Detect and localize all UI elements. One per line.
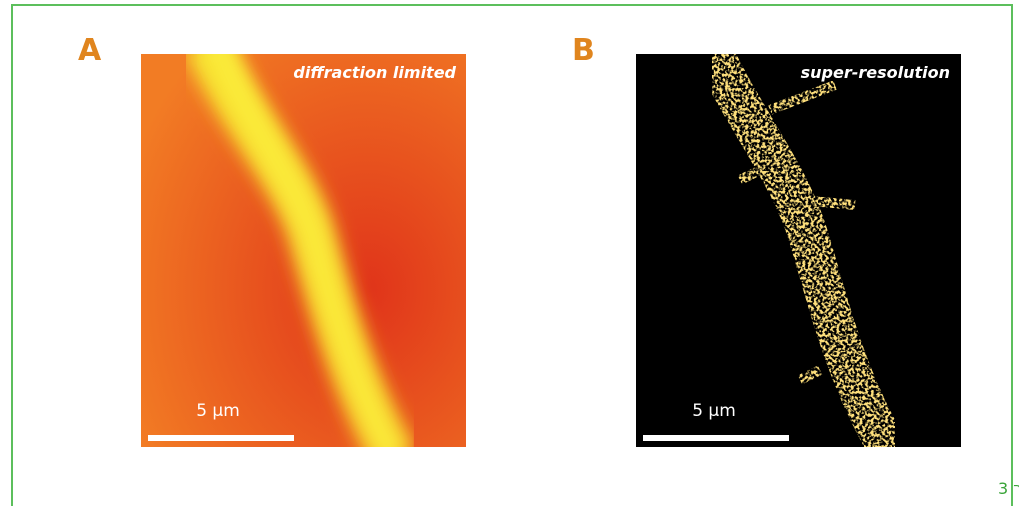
panel-label: diffraction limited [293,63,456,82]
microscopy-image [141,40,466,460]
panel-label: super-resolution [801,63,950,82]
scale-bar [148,435,294,441]
panel-letter: A [78,33,102,68]
panel-letter: B [572,33,595,68]
scale-bar-label: 5 µm [692,401,736,421]
caption: איור 3 [998,479,1019,498]
figure: A diffraction limited 5 µm B super-resol… [0,0,1019,506]
scale-bar-label: 5 µm [196,401,240,421]
microscopy-image [636,50,961,460]
scale-bar [643,435,789,441]
